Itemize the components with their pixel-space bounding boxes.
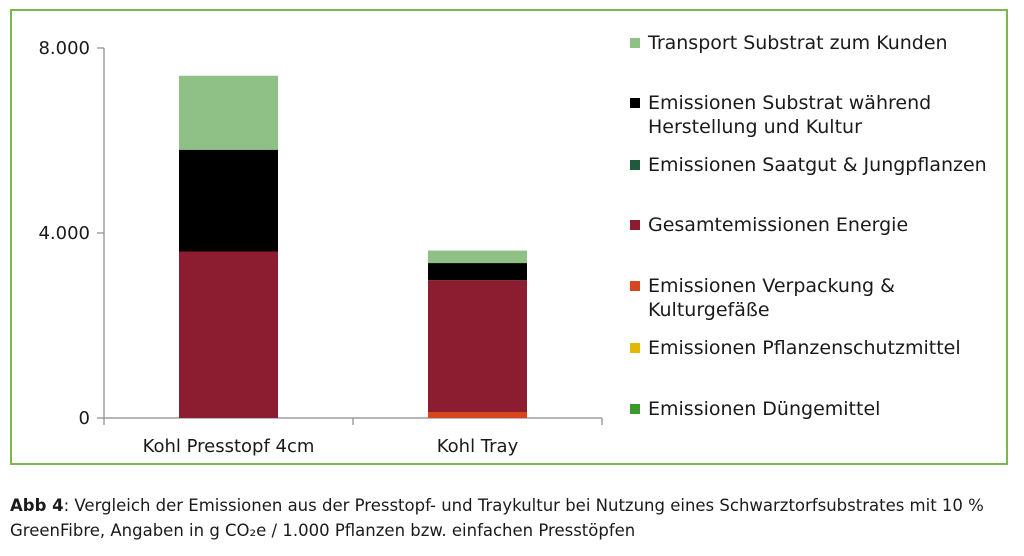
- bar-segment: [428, 250, 527, 264]
- legend-swatch: [630, 220, 640, 230]
- y-tick-label: 0: [79, 408, 90, 429]
- legend-label: Emissionen Verpackung & Kulturgefäße: [648, 275, 895, 321]
- chart-plot: 0 4.000 8.000 Kohl Presstopf 4cm Kohl Tray: [38, 38, 603, 457]
- legend-swatch: [630, 160, 640, 170]
- bar-segment: [179, 251, 278, 418]
- legend-label: Emissionen Düngemittel: [648, 398, 881, 420]
- legend-swatch: [630, 98, 640, 108]
- legend-swatch: [630, 343, 640, 353]
- legend-label: Emissionen Pflanzenschutzmittel: [648, 337, 961, 359]
- y-tick-label: 8.000: [38, 38, 90, 59]
- bar-segment: [428, 280, 527, 412]
- legend-label: Emissionen Saatgut & Jungpflanzen: [648, 154, 987, 176]
- y-tick-label: 4.000: [38, 223, 90, 244]
- legend-label: Transport Substrat zum Kunden: [648, 32, 948, 54]
- chart-frame: 0 4.000 8.000 Kohl Presstopf 4cm Kohl Tray T…: [10, 9, 1008, 465]
- caption-label: Abb 4: [10, 496, 64, 515]
- legend-swatch: [630, 404, 640, 414]
- bar-segment: [179, 75, 278, 150]
- legend-swatch: [630, 38, 640, 48]
- bar-segment: [428, 411, 527, 418]
- figure-caption: Abb 4: Vergleich der Emissionen aus der …: [10, 493, 1015, 543]
- x-category-label: Kohl Presstopf 4cm: [143, 436, 315, 457]
- bar-segment: [428, 263, 527, 281]
- bar-segment: [179, 149, 278, 252]
- legend-label: Gesamtemissionen Energie: [648, 214, 909, 236]
- legend-label: Emissionen Substrat während Herstellung …: [648, 92, 932, 138]
- caption-text: : Vergleich der Emissionen aus der Press…: [10, 496, 984, 540]
- legend-swatch: [630, 281, 640, 291]
- x-category-label: Kohl Tray: [437, 436, 519, 457]
